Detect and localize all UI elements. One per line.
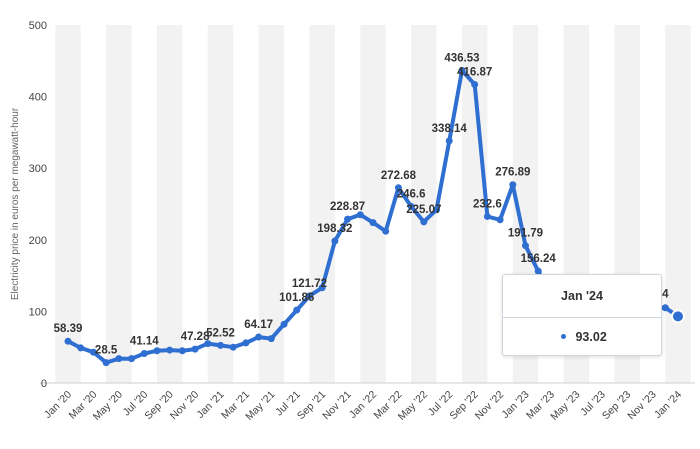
x-tick-label: Nov '23 (625, 389, 659, 423)
data-point (433, 206, 441, 214)
data-point-highlighted (671, 309, 685, 324)
grid-band (665, 25, 691, 383)
data-label: 121.72 (292, 278, 327, 290)
data-point (191, 345, 199, 353)
data-label: 436.53 (444, 52, 479, 64)
y-axis-label: Electricity price in euros per megawatt-… (10, 107, 21, 300)
data-point (534, 267, 542, 275)
data-point (661, 304, 669, 312)
data-label: 272.68 (381, 170, 417, 182)
data-point (509, 181, 517, 189)
data-label: 338.14 (432, 123, 468, 135)
data-point (458, 66, 466, 74)
data-point (178, 347, 186, 355)
grid-band (411, 25, 437, 383)
y-tick-label: 200 (29, 235, 47, 247)
y-axis-ticks: 0 100 200 300 400 500 (29, 20, 47, 390)
data-label: 232.6 (473, 198, 502, 210)
tooltip-row: 93.02 (503, 318, 661, 356)
tooltip-value: 93.02 (575, 330, 607, 344)
x-tick-label: Nov '21 (320, 389, 354, 423)
data-label: 101.86 (279, 292, 314, 304)
tooltip-title: Jan '24 (503, 275, 661, 318)
data-point (318, 284, 326, 292)
y-tick-label: 400 (29, 92, 47, 104)
data-label: 191.79 (508, 228, 543, 240)
grid-band (360, 25, 386, 383)
data-point (166, 346, 174, 354)
data-label: 156.24 (521, 253, 557, 265)
data-point (128, 355, 136, 363)
data-label: 64.17 (244, 319, 273, 331)
data-point (305, 292, 313, 300)
series-dot-icon (561, 334, 566, 340)
data-label: 198.32 (317, 223, 352, 235)
data-label: 228.87 (330, 201, 365, 213)
data-label: 246.6 (397, 188, 426, 200)
grid-band (309, 25, 335, 383)
data-point (356, 211, 364, 219)
y-tick-label: 500 (29, 20, 47, 32)
data-label: 225.07 (406, 204, 441, 216)
data-point (407, 202, 415, 210)
data-point (420, 218, 428, 226)
data-point (229, 343, 237, 351)
data-label: 58.39 (54, 323, 83, 335)
data-label: 276.89 (495, 167, 530, 179)
grid-band (156, 25, 183, 383)
data-point (102, 359, 110, 367)
data-point (115, 355, 123, 363)
hover-tooltip: Jan '24 93.02 (502, 274, 662, 356)
data-label: 4 (662, 289, 669, 301)
y-tick-label: 100 (29, 306, 47, 318)
grid-band (258, 25, 285, 383)
data-point (483, 212, 491, 220)
data-point (242, 339, 250, 347)
data-point (255, 333, 263, 341)
data-point (331, 237, 339, 245)
data-point (77, 344, 85, 352)
data-point (394, 184, 402, 192)
data-point (140, 350, 148, 358)
y-tick-label: 0 (41, 378, 47, 390)
data-label: 416.87 (457, 67, 492, 79)
data-point (445, 137, 453, 145)
data-point (280, 320, 288, 328)
data-point (369, 219, 377, 227)
x-tick-label: Jan '24 (652, 389, 684, 421)
data-label: 52.52 (206, 327, 235, 339)
grid-band (207, 25, 234, 383)
data-point (522, 242, 529, 250)
data-point (89, 348, 97, 356)
data-point (267, 335, 275, 343)
y-tick-label: 300 (29, 163, 47, 175)
grid-band (55, 25, 81, 383)
data-label: 47.28 (181, 331, 210, 343)
data-point (471, 81, 479, 89)
grid-band (106, 25, 132, 383)
data-point (344, 215, 352, 223)
data-label: 41.14 (130, 336, 159, 348)
data-point (496, 216, 504, 224)
data-point (217, 341, 224, 349)
data-point (64, 337, 72, 345)
x-tick-label: Nov '22 (473, 389, 507, 423)
x-tick-label: Nov '20 (168, 389, 202, 423)
data-point (293, 306, 301, 314)
data-point (204, 340, 212, 348)
data-label: 28.5 (95, 345, 118, 357)
data-point (153, 347, 161, 355)
data-point (382, 227, 390, 235)
